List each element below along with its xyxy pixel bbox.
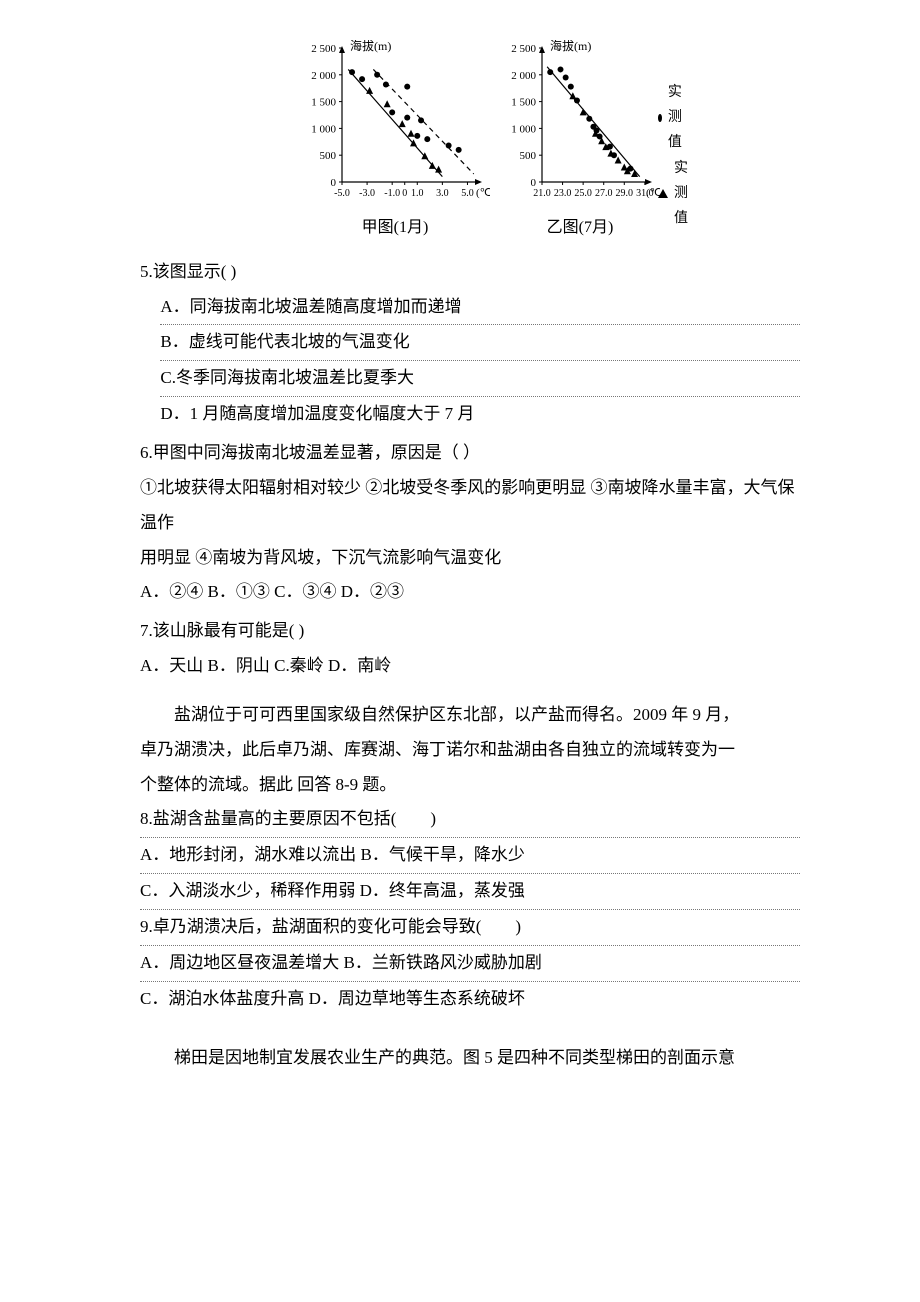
legend-dot-icon bbox=[658, 114, 662, 122]
legend-tri-label: 实测值 bbox=[674, 156, 688, 232]
chart-jan: 5001 0001 5002 0002 5000-5.0-3.0-1.001.0… bbox=[300, 40, 490, 245]
q5-C-text: C.冬季同海拔南北坡温差比夏季大 bbox=[160, 368, 414, 387]
p2-l3: 个整体的流域。据此 回答 8-9 题。 bbox=[140, 768, 800, 803]
q5-B: B．虚线可能代表北坡的气温变化 bbox=[140, 325, 800, 361]
chart-jul-svg: 5001 0001 5002 0002 500021.023.025.027.0… bbox=[500, 40, 660, 210]
q9-stem-text: 9.卓乃湖溃决后，盐湖面积的变化可能会导致( ) bbox=[140, 917, 521, 936]
svg-text:1 500: 1 500 bbox=[311, 97, 336, 109]
svg-text:21.0: 21.0 bbox=[533, 188, 551, 199]
q8-row2-text: C．入湖淡水少，稀释作用弱 D．终年高温，蒸发强 bbox=[140, 881, 525, 900]
legend-row-tri: 实测值 bbox=[658, 156, 688, 232]
q9-stem: 9.卓乃湖溃决后，盐湖面积的变化可能会导致( ) bbox=[140, 910, 800, 946]
q5-A: A．同海拔南北坡温差随高度增加而递增 bbox=[140, 290, 800, 326]
svg-text:1 000: 1 000 bbox=[311, 123, 336, 135]
chart-jan-svg: 5001 0001 5002 0002 5000-5.0-3.0-1.001.0… bbox=[300, 40, 490, 210]
q6-line1: ①北坡获得太阳辐射相对较少 ②北坡受冬季风的影响更明显 ③南坡降水量丰富，大气保… bbox=[140, 471, 800, 541]
q5-B-text: B．虚线可能代表北坡的气温变化 bbox=[160, 332, 409, 351]
svg-text:-1.0: -1.0 bbox=[384, 188, 400, 199]
charts-row: 5001 0001 5002 0002 5000-5.0-3.0-1.001.0… bbox=[160, 40, 800, 245]
legend-row-dot: 实测值 bbox=[658, 80, 688, 156]
svg-text:25.0: 25.0 bbox=[574, 188, 592, 199]
q5-stem: 5.该图显示( ) bbox=[140, 255, 800, 290]
svg-text:0: 0 bbox=[402, 188, 407, 199]
q8-row1: A．地形封闭，湖水难以流出 B．气候干旱，降水少 bbox=[140, 838, 800, 874]
chart-jan-caption: 甲图(1月) bbox=[300, 212, 490, 245]
svg-text:1 000: 1 000 bbox=[511, 123, 536, 135]
svg-text:500: 500 bbox=[320, 150, 337, 162]
svg-text:1 500: 1 500 bbox=[511, 97, 536, 109]
q6-line2: 用明显 ④南坡为背风坡，下沉气流影响气温变化 bbox=[140, 541, 800, 576]
legend-tri-icon bbox=[658, 189, 668, 198]
chart-jul: 5001 0001 5002 0002 500021.023.025.027.0… bbox=[500, 40, 660, 245]
svg-text:23.0: 23.0 bbox=[554, 188, 572, 199]
svg-text:3.0: 3.0 bbox=[436, 188, 449, 199]
q5-C: C.冬季同海拔南北坡温差比夏季大 bbox=[140, 361, 800, 397]
svg-text:(℃): (℃) bbox=[476, 187, 490, 199]
q9-row1: A．周边地区昼夜温差增大 B．兰新铁路风沙威胁加剧 bbox=[140, 946, 800, 982]
svg-text:27.0: 27.0 bbox=[595, 188, 613, 199]
svg-text:2 500: 2 500 bbox=[311, 43, 336, 55]
svg-text:海拔(m): 海拔(m) bbox=[550, 40, 591, 53]
chart-jul-caption: 乙图(7月) bbox=[500, 212, 660, 245]
q9-row1-text: A．周边地区昼夜温差增大 B．兰新铁路风沙威胁加剧 bbox=[140, 953, 542, 972]
q9-row2: C．湖泊水体盐度升高 D．周边草地等生态系统破坏 bbox=[140, 982, 800, 1017]
svg-text:1.0: 1.0 bbox=[411, 188, 424, 199]
q5-D: D．1 月随高度增加温度变化幅度大于 7 月 bbox=[140, 397, 800, 432]
svg-text:-5.0: -5.0 bbox=[334, 188, 350, 199]
svg-text:2 000: 2 000 bbox=[511, 70, 536, 82]
legend-dot-label: 实测值 bbox=[668, 80, 688, 156]
q8-row1-text: A．地形封闭，湖水难以流出 B．气候干旱，降水少 bbox=[140, 845, 525, 864]
svg-text:-3.0: -3.0 bbox=[359, 188, 375, 199]
q7-stem: 7.该山脉最有可能是( ) bbox=[140, 614, 800, 649]
q6-stem: 6.甲图中同海拔南北坡温差显著，原因是（ ） bbox=[140, 436, 800, 471]
p2-l2: 卓乃湖溃决，此后卓乃湖、库赛湖、海丁诺尔和盐湖由各自独立的流域转变为一 bbox=[140, 733, 800, 768]
q5-A-text: A．同海拔南北坡温差随高度增加而递增 bbox=[160, 297, 461, 316]
svg-text:海拔(m): 海拔(m) bbox=[350, 40, 391, 53]
p2-l1: 盐湖位于可可西里国家级自然保护区东北部，以产盐而得名。2009 年 9 月， bbox=[140, 698, 800, 733]
svg-text:29.0: 29.0 bbox=[616, 188, 634, 199]
last-para: 梯田是因地制宜发展农业生产的典范。图 5 是四种不同类型梯田的剖面示意 bbox=[140, 1041, 800, 1076]
chart-legend: 实测值 实测值 bbox=[658, 80, 688, 231]
q8-stem-text: 8.盐湖含盐量高的主要原因不包括( ) bbox=[140, 809, 436, 828]
svg-text:500: 500 bbox=[520, 150, 537, 162]
svg-text:5.0: 5.0 bbox=[461, 188, 474, 199]
svg-text:2 000: 2 000 bbox=[311, 70, 336, 82]
q7-opts: A．天山 B．阴山 C.秦岭 D．南岭 bbox=[140, 649, 800, 684]
svg-text:2 500: 2 500 bbox=[511, 43, 536, 55]
q8-row2: C．入湖淡水少，稀释作用弱 D．终年高温，蒸发强 bbox=[140, 874, 800, 910]
q8-stem: 8.盐湖含盐量高的主要原因不包括( ) bbox=[140, 802, 800, 838]
q6-opts: A．②④ B．①③ C．③④ D．②③ bbox=[140, 575, 800, 610]
